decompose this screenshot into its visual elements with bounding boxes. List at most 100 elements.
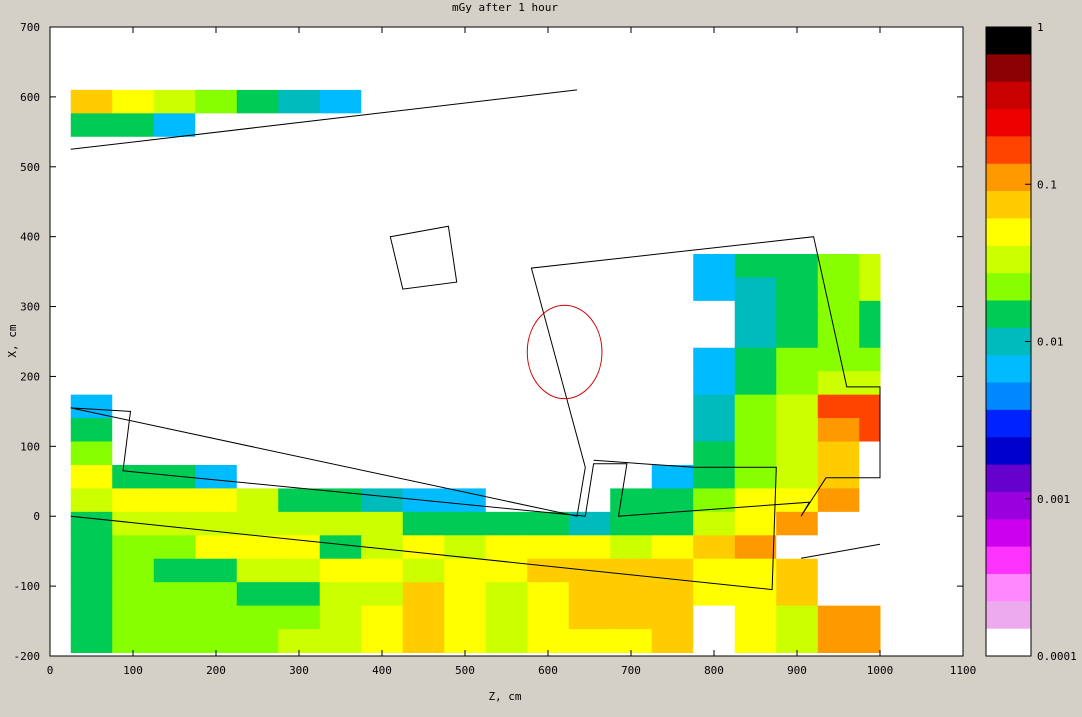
- heatmap-cell: [361, 347, 404, 372]
- heatmap-cell: [734, 394, 777, 419]
- heatmap-cell: [776, 113, 819, 138]
- heatmap-cell: [444, 113, 487, 138]
- heatmap-cell: [610, 488, 653, 513]
- heatmap-cell: [444, 277, 487, 302]
- heatmap-cell: [153, 183, 196, 208]
- heatmap-cell: [361, 89, 404, 114]
- heatmap-cell: [734, 113, 777, 138]
- heatmap-cell: [817, 605, 860, 630]
- heatmap-cell: [485, 371, 528, 396]
- heatmap-cell: [859, 89, 881, 114]
- heatmap-cell: [527, 230, 570, 255]
- heatmap-cell: [651, 207, 694, 232]
- heatmap-cell: [485, 277, 528, 302]
- heatmap-cell: [236, 89, 279, 114]
- heatmap-cell: [859, 535, 881, 560]
- heatmap-cell: [527, 441, 570, 466]
- heatmap-cell: [70, 89, 113, 114]
- heatmap-cell: [319, 558, 362, 583]
- heatmap-cell: [693, 253, 736, 278]
- heatmap-cell: [859, 324, 881, 349]
- heatmap-cell: [734, 441, 777, 466]
- heatmap-cell: [444, 300, 487, 325]
- heatmap-cell: [402, 441, 445, 466]
- colorbar-swatch: [986, 136, 1031, 165]
- heatmap-cell: [319, 347, 362, 372]
- heatmap-cell: [651, 582, 694, 607]
- heatmap-cell: [693, 347, 736, 372]
- heatmap-cell: [817, 324, 860, 349]
- heatmap-cell: [319, 113, 362, 138]
- heatmap-cell: [610, 300, 653, 325]
- heatmap-cell: [485, 324, 528, 349]
- heatmap-cell: [319, 89, 362, 114]
- heatmap-cell: [361, 605, 404, 630]
- heatmap-cell: [361, 183, 404, 208]
- heatmap-cell: [112, 441, 155, 466]
- heatmap-cell: [776, 511, 819, 536]
- heatmap-cell: [153, 253, 196, 278]
- heatmap-cell: [402, 207, 445, 232]
- heatmap-cell: [361, 418, 404, 443]
- heatmap-cell: [195, 371, 238, 396]
- heatmap-cell: [568, 511, 611, 536]
- heatmap-cell: [70, 605, 113, 630]
- heatmap-cell: [153, 207, 196, 232]
- heatmap-cell: [444, 394, 487, 419]
- heatmap-cell: [153, 277, 196, 302]
- heatmap-cell: [817, 277, 860, 302]
- heatmap-cell: [278, 629, 321, 653]
- colorbar-swatch: [986, 437, 1031, 466]
- heatmap-cell: [859, 230, 881, 255]
- heatmap-cell: [153, 582, 196, 607]
- heatmap-cell: [485, 253, 528, 278]
- colorbar-swatch: [986, 409, 1031, 438]
- heatmap-cell: [444, 253, 487, 278]
- heatmap-cell: [278, 324, 321, 349]
- heatmap-cell: [153, 136, 196, 161]
- heatmap-cell: [485, 441, 528, 466]
- heatmap-cell: [361, 558, 404, 583]
- x-tick-label: 300: [289, 664, 309, 677]
- heatmap-cell: [568, 347, 611, 372]
- heatmap-cell: [817, 394, 860, 419]
- y-axis-label: X, cm: [6, 324, 19, 357]
- heatmap-cell: [859, 582, 881, 607]
- heatmap-cell: [859, 183, 881, 208]
- heatmap-cell: [153, 113, 196, 138]
- heatmap-cell: [693, 113, 736, 138]
- heatmap-cell: [112, 300, 155, 325]
- heatmap-cell: [112, 418, 155, 443]
- heatmap-cell: [776, 136, 819, 161]
- heatmap-cell: [693, 300, 736, 325]
- heatmap-cell: [70, 371, 113, 396]
- heatmap-cell: [278, 207, 321, 232]
- heatmap-cell: [319, 629, 362, 653]
- heatmap-cell: [319, 207, 362, 232]
- heatmap-cell: [651, 136, 694, 161]
- heatmap-cell: [444, 230, 487, 255]
- heatmap-cell: [568, 253, 611, 278]
- heatmap-cell: [195, 558, 238, 583]
- colorbar-swatch: [986, 81, 1031, 110]
- heatmap-cell: [70, 113, 113, 138]
- heatmap-cell: [112, 277, 155, 302]
- heatmap-cell: [485, 629, 528, 653]
- heatmap-cell: [651, 441, 694, 466]
- heatmap-cell: [485, 605, 528, 630]
- heatmap-cell: [693, 277, 736, 302]
- heatmap-cell: [236, 488, 279, 513]
- heatmap-cell: [278, 605, 321, 630]
- heatmap-cell: [817, 113, 860, 138]
- colorbar-swatch: [986, 628, 1031, 657]
- heatmap-cell: [361, 113, 404, 138]
- heatmap-cell: [236, 230, 279, 255]
- heatmap-cell: [693, 371, 736, 396]
- heatmap-cell: [527, 371, 570, 396]
- heatmap-cell: [610, 394, 653, 419]
- heatmap-cell: [278, 89, 321, 114]
- heatmap-cell: [361, 277, 404, 302]
- heatmap-cell: [817, 488, 860, 513]
- colorbar-tick-label: 0.001: [1037, 493, 1070, 506]
- heatmap-cell: [195, 488, 238, 513]
